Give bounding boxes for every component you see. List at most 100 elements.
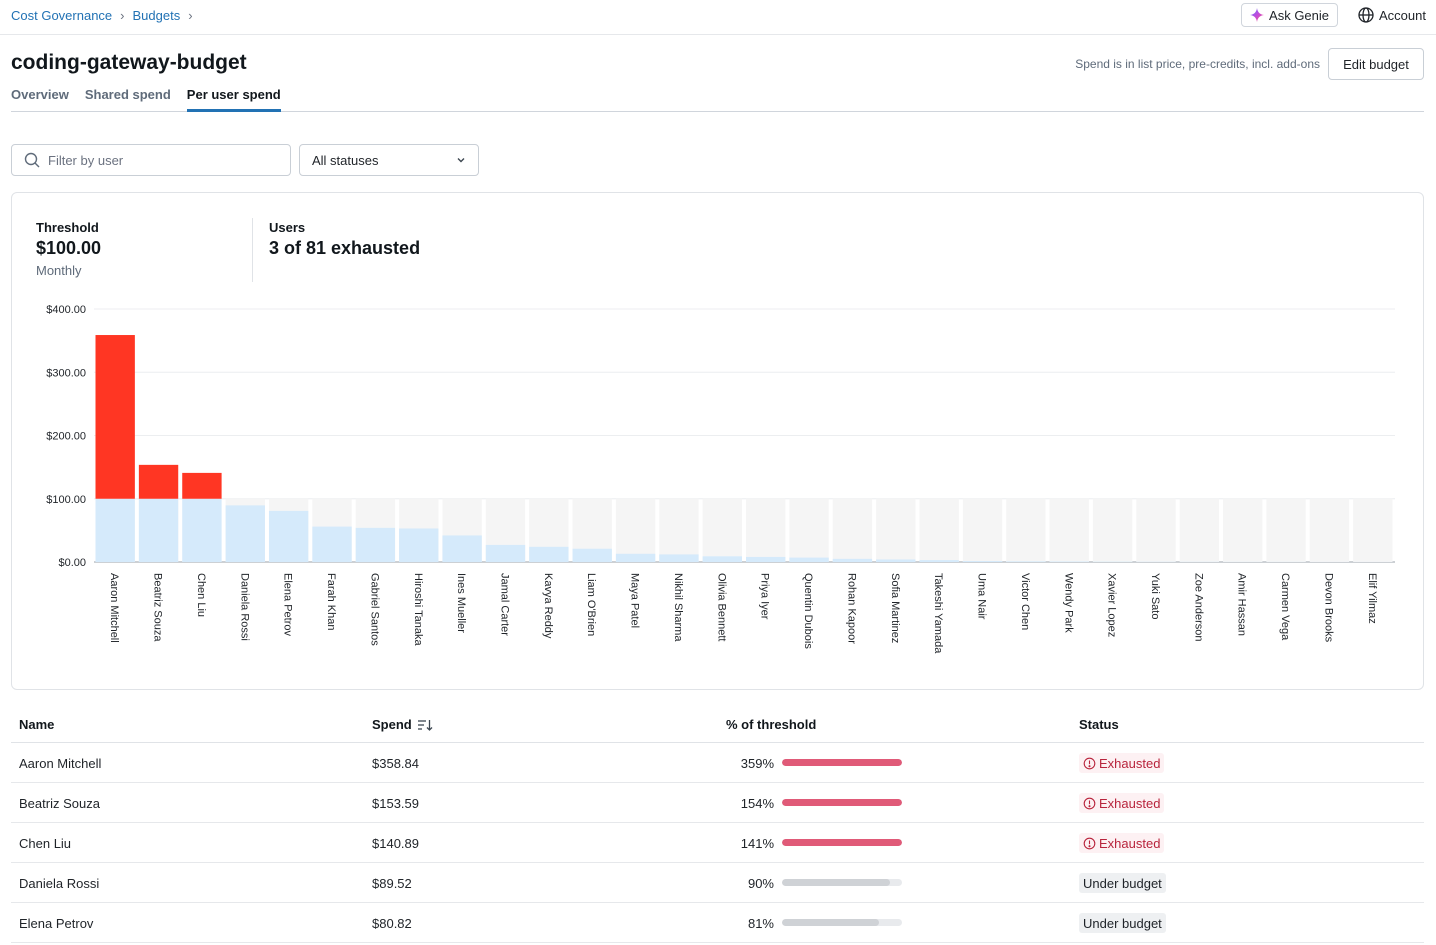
- bar-under-threshold[interactable]: [485, 544, 526, 562]
- status-badge: Exhausted: [1079, 833, 1165, 853]
- chevron-down-icon: [457, 158, 465, 163]
- breadcrumb-budgets[interactable]: Budgets: [132, 8, 181, 23]
- table-row[interactable]: Daniela Rossi $89.52 90% Under budget: [11, 863, 1424, 903]
- bar-under-threshold[interactable]: [702, 556, 742, 562]
- table-row[interactable]: Aaron Mitchell $358.84 359% Exhausted: [11, 743, 1424, 783]
- bar-under-threshold[interactable]: [225, 505, 265, 562]
- x-tick-label: Rohan Kapoor: [845, 573, 857, 644]
- bar-under-threshold[interactable]: [355, 527, 396, 562]
- sort-descending-icon[interactable]: [417, 718, 433, 732]
- threshold-value: $100.00: [36, 238, 102, 258]
- threshold-track: [1136, 498, 1176, 562]
- bar-under-threshold[interactable]: [746, 556, 786, 562]
- user-name: Beatriz Souza: [19, 796, 100, 811]
- account-label: Account: [1379, 7, 1426, 23]
- users-stat: Users 3 of 81 exhausted: [269, 220, 420, 259]
- bar-under-threshold[interactable]: [962, 561, 1003, 562]
- y-tick-label: $200.00: [46, 431, 86, 443]
- bar-under-threshold[interactable]: [442, 535, 482, 562]
- bar-under-threshold[interactable]: [182, 498, 222, 562]
- users-label: Users: [269, 220, 306, 235]
- user-spend: $89.52: [372, 876, 412, 891]
- table-row[interactable]: Beatriz Souza $153.59 154% Exhausted: [11, 783, 1424, 823]
- bar-under-threshold[interactable]: [615, 553, 656, 562]
- x-tick-label: Elena Petrov: [282, 573, 294, 636]
- bar-under-threshold[interactable]: [1049, 561, 1089, 562]
- user-spend: $358.84: [372, 756, 419, 771]
- spend-note: Spend is in list price, pre-credits, inc…: [1075, 57, 1320, 71]
- bar-under-threshold[interactable]: [572, 548, 612, 562]
- x-tick-label: Farah Khan: [325, 573, 337, 630]
- x-tick-label: Wendy Park: [1062, 573, 1074, 633]
- bar-under-threshold[interactable]: [529, 546, 569, 562]
- account-menu[interactable]: Account: [1358, 7, 1426, 23]
- threshold-period: Monthly: [36, 263, 82, 278]
- bar-over-threshold[interactable]: [182, 472, 222, 499]
- alert-circle-icon: [1083, 797, 1096, 809]
- bar-under-threshold[interactable]: [659, 554, 699, 562]
- globe-icon: [1358, 7, 1374, 23]
- pct-progress-bar: [782, 759, 902, 766]
- stat-divider: [252, 218, 253, 282]
- status-label: Under budget: [1083, 915, 1162, 931]
- column-header-spend[interactable]: Spend: [372, 717, 433, 732]
- bar-under-threshold[interactable]: [138, 498, 179, 562]
- status-select[interactable]: All statuses: [299, 144, 479, 176]
- users-value: 3 of 81 exhausted: [269, 238, 421, 258]
- filter-by-user-input[interactable]: [48, 152, 268, 168]
- user-spend: $140.89: [372, 836, 419, 851]
- bar-under-threshold[interactable]: [312, 526, 352, 562]
- x-tick-label: Jamal Carter: [498, 573, 510, 636]
- bar-under-threshold[interactable]: [1006, 561, 1046, 562]
- threshold-track: [919, 498, 959, 562]
- table-row[interactable]: Chen Liu $140.89 141% Exhausted: [11, 823, 1424, 863]
- bar-under-threshold[interactable]: [919, 560, 959, 562]
- tab-overview[interactable]: Overview: [11, 87, 69, 102]
- user-filter[interactable]: [11, 144, 291, 176]
- status-badge: Under budget: [1079, 873, 1166, 893]
- breadcrumb-cost-governance[interactable]: Cost Governance: [11, 8, 113, 23]
- bar-over-threshold[interactable]: [138, 464, 179, 499]
- tab-shared-spend[interactable]: Shared spend: [84, 87, 171, 102]
- top-actions: Ask Genie Account: [1241, 3, 1426, 27]
- x-tick-label: Victor Chen: [1019, 573, 1031, 630]
- table-header: Name Spend % of threshold Status: [11, 706, 1424, 743]
- table-row[interactable]: Elena Petrov $80.82 81% Under budget: [11, 903, 1424, 943]
- tab-per-user-spend[interactable]: Per user spend: [186, 86, 281, 112]
- bar-over-threshold[interactable]: [95, 335, 135, 499]
- status-badge: Exhausted: [1079, 753, 1165, 773]
- bar-under-threshold[interactable]: [832, 558, 873, 562]
- pct-progress-bar: [782, 879, 902, 886]
- user-name: Daniela Rossi: [19, 876, 100, 891]
- ask-genie-button[interactable]: Ask Genie: [1241, 3, 1339, 27]
- bar-under-threshold[interactable]: [789, 557, 829, 562]
- column-header-pct[interactable]: % of threshold: [726, 717, 817, 732]
- x-tick-label: Xavier Lopez: [1106, 573, 1118, 637]
- status-badge: Exhausted: [1079, 793, 1165, 813]
- bar-under-threshold[interactable]: [268, 510, 309, 562]
- x-tick-label: Chen Liu: [195, 573, 207, 617]
- x-tick-label: Daniela Rossi: [238, 573, 250, 641]
- pct-of-threshold: 90%: [747, 876, 774, 891]
- alert-circle-icon: [1083, 757, 1096, 769]
- pct-progress-bar: [782, 839, 902, 846]
- edit-budget-button[interactable]: Edit budget: [1328, 48, 1424, 80]
- pct-progress-fill: [782, 879, 890, 886]
- threshold-track: [702, 498, 742, 562]
- bar-under-threshold[interactable]: [95, 498, 135, 562]
- pct-progress-fill: [782, 839, 902, 846]
- bar-under-threshold[interactable]: [876, 559, 916, 562]
- column-header-status[interactable]: Status: [1079, 717, 1119, 732]
- y-tick-label: $400.00: [46, 304, 86, 316]
- bar-under-threshold[interactable]: [399, 528, 439, 562]
- user-spend: $80.82: [372, 916, 412, 931]
- alert-circle-icon: [1083, 837, 1096, 849]
- pct-of-threshold: 81%: [747, 916, 774, 931]
- status-label: Under budget: [1083, 875, 1162, 891]
- threshold-track: [1223, 498, 1263, 562]
- column-header-name[interactable]: Name: [19, 717, 55, 732]
- x-tick-label: Maya Patel: [629, 573, 641, 628]
- y-tick-label: $100.00: [46, 494, 86, 506]
- pct-of-threshold: 141%: [740, 836, 774, 851]
- threshold-track: [1266, 498, 1306, 562]
